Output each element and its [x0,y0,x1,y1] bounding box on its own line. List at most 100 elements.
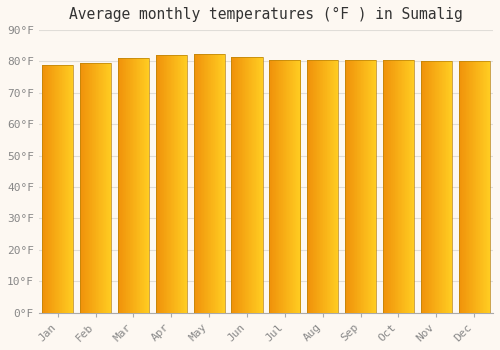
Bar [98,63,100,313]
Bar [356,60,357,313]
Bar [349,60,350,313]
Bar [465,62,466,313]
Title: Average monthly temperatures (°F ) in Sumalig: Average monthly temperatures (°F ) in Su… [69,7,463,22]
Bar [332,60,333,313]
Bar [216,54,217,313]
Bar [350,60,352,313]
Bar [68,65,69,313]
Bar [424,62,426,313]
Bar [390,60,391,313]
Bar [118,58,149,313]
Bar [105,63,106,313]
Bar [202,54,203,313]
Bar [412,60,414,313]
Bar [345,60,376,313]
Bar [56,65,57,313]
Bar [321,60,322,313]
Bar [311,60,312,313]
Bar [258,57,260,313]
Bar [296,60,298,313]
Bar [316,60,318,313]
Bar [217,54,218,313]
Bar [61,65,62,313]
Bar [314,60,315,313]
Bar [169,55,170,313]
Bar [320,60,322,313]
Bar [471,62,472,313]
Bar [57,65,58,313]
Bar [129,58,130,313]
Bar [102,63,104,313]
Bar [47,65,48,313]
Bar [250,57,251,313]
Bar [458,62,490,313]
Bar [182,55,183,313]
Bar [324,60,325,313]
Bar [389,60,390,313]
Bar [480,62,482,313]
Bar [270,60,300,313]
Bar [58,65,59,313]
Bar [118,58,119,313]
Bar [400,60,402,313]
Bar [159,55,160,313]
Bar [68,65,70,313]
Bar [141,58,142,313]
Bar [272,60,274,313]
Bar [292,60,294,313]
Bar [431,62,432,313]
Bar [424,62,425,313]
Bar [438,62,440,313]
Bar [428,62,430,313]
Bar [248,57,250,313]
Bar [370,60,372,313]
Bar [484,62,485,313]
Bar [260,57,261,313]
Bar [67,65,68,313]
Bar [285,60,286,313]
Bar [126,58,128,313]
Bar [386,60,387,313]
Bar [426,62,427,313]
Bar [96,63,98,313]
Bar [373,60,374,313]
Bar [355,60,356,313]
Bar [62,65,64,313]
Bar [256,57,258,313]
Bar [255,57,256,313]
Bar [210,54,212,313]
Bar [86,63,87,313]
Bar [196,54,198,313]
Bar [315,60,316,313]
Bar [106,63,108,313]
Bar [423,62,424,313]
Bar [224,54,225,313]
Bar [44,65,46,313]
Bar [180,55,181,313]
Bar [200,54,202,313]
Bar [328,60,329,313]
Bar [43,65,44,313]
Bar [136,58,138,313]
Bar [277,60,278,313]
Bar [354,60,356,313]
Bar [132,58,134,313]
Bar [472,62,474,313]
Bar [364,60,366,313]
Bar [475,62,476,313]
Bar [466,62,468,313]
Bar [383,60,384,313]
Bar [143,58,144,313]
Bar [461,62,462,313]
Bar [242,57,244,313]
Bar [411,60,412,313]
Bar [84,63,86,313]
Bar [396,60,397,313]
Bar [122,58,123,313]
Bar [276,60,278,313]
Bar [109,63,110,313]
Bar [64,65,65,313]
Bar [165,55,166,313]
Bar [253,57,254,313]
Bar [398,60,400,313]
